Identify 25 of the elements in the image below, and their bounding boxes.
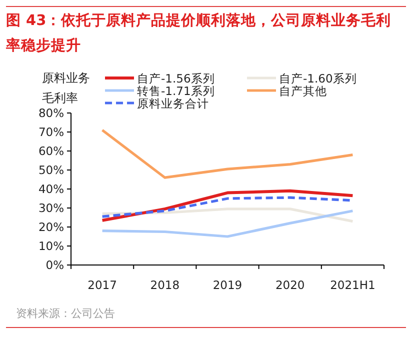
line-series: [101, 128, 354, 179]
text: 资料来源：公司公告: [6, 306, 406, 328]
y-tick-label: 10%: [38, 239, 64, 253]
line-series: [101, 210, 354, 238]
y-tick-label: 70%: [38, 125, 64, 139]
y-tick-label: 20%: [38, 220, 64, 234]
legend-label: 自产-1.60系列: [279, 72, 357, 86]
x-tick-label: 2017: [88, 278, 117, 292]
x-tick-label: 2021H1: [330, 278, 376, 292]
x-tick-label: 2020: [275, 278, 305, 292]
y-tick-label: 0%: [46, 258, 64, 272]
y-tick-label: 50%: [38, 163, 64, 177]
chart-title: 图 43：依托于原料产品提价顺利落地，公司原料业务毛利率稳步提升: [6, 6, 406, 59]
legend-label: 原料业务合计: [137, 96, 209, 110]
legend-label: 转售-1.71系列: [137, 84, 215, 98]
x-tick-label: 2018: [150, 278, 180, 292]
legend-label: 自产-1.56系列: [137, 72, 215, 86]
y-axis-title: 原料业务毛利率: [42, 71, 90, 105]
legend-label: 自产其他: [279, 84, 327, 98]
y-tick-label: 40%: [38, 182, 64, 196]
y-tick-label: 30%: [38, 201, 64, 215]
x-tick-label: 2019: [212, 278, 242, 292]
y-tick-label: 80%: [38, 106, 64, 120]
line-series: [100, 189, 354, 222]
y-tick-label: 60%: [38, 144, 64, 158]
